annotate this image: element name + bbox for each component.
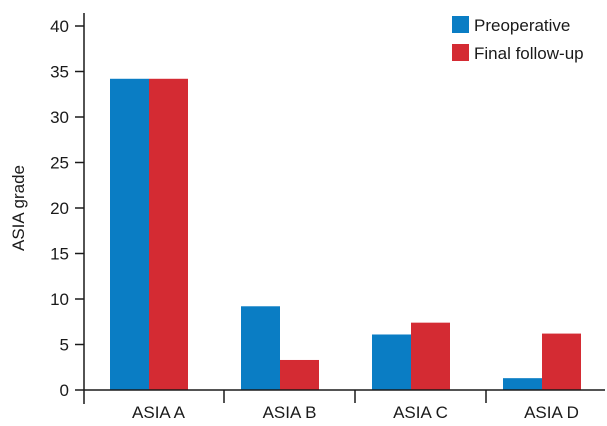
y-tick-label: 20 — [50, 199, 69, 218]
y-tick-label: 30 — [50, 108, 69, 127]
y-tick-label: 35 — [50, 63, 69, 82]
bars — [110, 79, 581, 390]
bar-preoperative-asia-c — [372, 334, 411, 390]
bar-final-follow-up-asia-c — [411, 323, 450, 390]
legend-label: Preoperative — [474, 16, 570, 35]
legend: Preoperative Final follow-up — [452, 16, 584, 63]
x-tick-label: ASIA A — [132, 403, 186, 422]
bar-preoperative-asia-b — [241, 306, 280, 390]
y-tick-label: 40 — [50, 17, 69, 36]
bar-final-follow-up-asia-a — [149, 79, 188, 390]
y-tick-label: 5 — [60, 336, 69, 355]
legend-swatch — [452, 44, 469, 61]
bar-final-follow-up-asia-d — [542, 334, 581, 390]
legend-swatch — [452, 16, 469, 33]
y-tick-label: 10 — [50, 290, 69, 309]
x-tick-label: ASIA D — [524, 403, 579, 422]
x-ticks: ASIA A ASIA B ASIA C ASIA D — [132, 390, 579, 422]
x-tick-label: ASIA C — [393, 403, 448, 422]
y-axis: ASIA grade — [9, 13, 84, 404]
bar-final-follow-up-asia-b — [280, 360, 319, 390]
y-tick-label: 0 — [60, 381, 69, 400]
bar-preoperative-asia-d — [503, 378, 542, 390]
y-axis-title: ASIA grade — [9, 165, 28, 251]
y-tick-label: 15 — [50, 245, 69, 264]
legend-label: Final follow-up — [474, 44, 584, 63]
y-tick-label: 25 — [50, 154, 69, 173]
y-ticks: 0 5 10 15 20 25 30 35 40 — [50, 17, 84, 400]
bar-preoperative-asia-a — [110, 79, 149, 390]
x-tick-label: ASIA B — [263, 403, 317, 422]
